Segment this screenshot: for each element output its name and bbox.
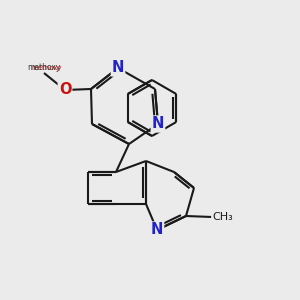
Text: N: N (152, 116, 164, 131)
Text: methoxy: methoxy (27, 64, 61, 73)
Text: CH₃: CH₃ (212, 212, 233, 222)
Text: methoxy: methoxy (32, 65, 62, 71)
Text: O: O (59, 82, 71, 98)
Text: N: N (112, 61, 124, 76)
Text: N: N (151, 223, 163, 238)
